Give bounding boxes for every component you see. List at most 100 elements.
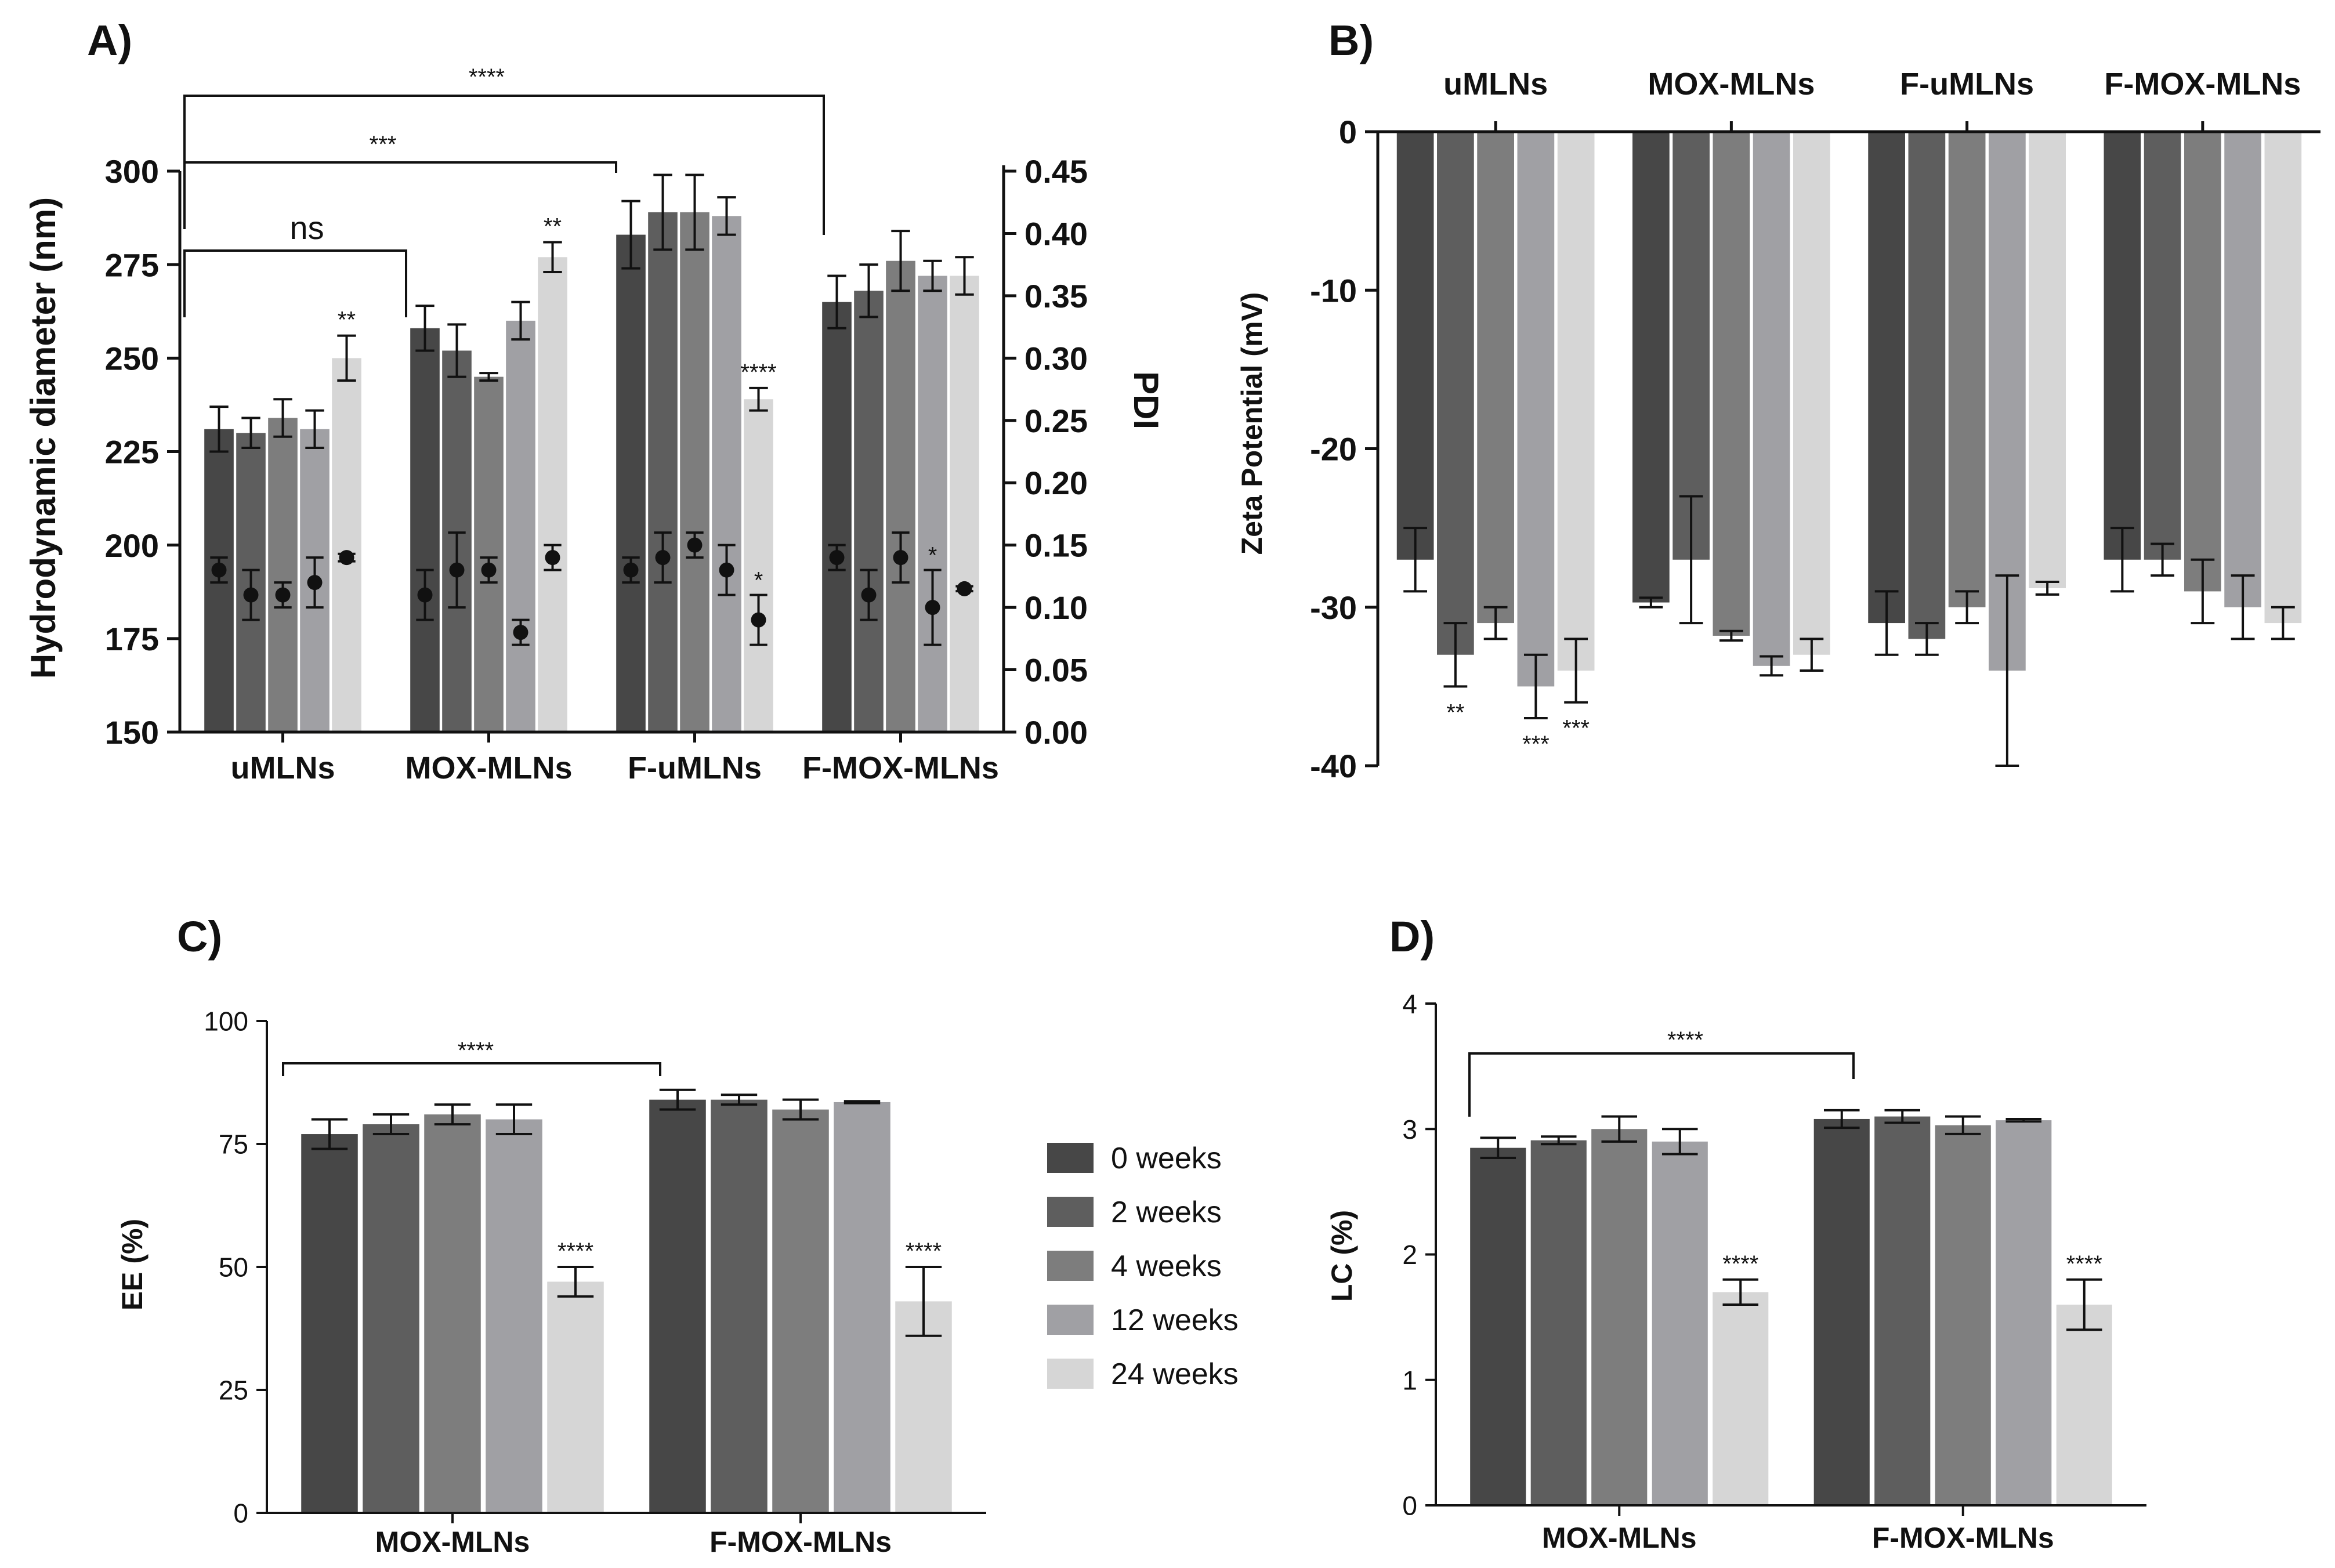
panel-a-pdi-point <box>687 537 703 553</box>
panel-a-pdi-point <box>925 600 940 615</box>
panel-b-bar <box>1672 132 1710 560</box>
panel-a-y2-tick-label: 0.35 <box>1024 278 1088 314</box>
panel-b-y-tick-label: -30 <box>1310 589 1357 626</box>
panel-b-category-label: F-uMLNs <box>1900 67 2034 102</box>
panel-a-significance-label: ** <box>338 307 356 333</box>
legend-label: 24 weeks <box>1111 1357 1239 1391</box>
panel-b-bar <box>1396 132 1434 560</box>
panel-c: C) EE (%) 0 25 50 75 100 MOX-MLNs F-MOX-MLNs **… <box>116 912 986 1558</box>
panel-b-significance-label: *** <box>1562 716 1590 741</box>
panel-a-y2-tick-label: 0.45 <box>1024 153 1088 190</box>
panel-a-bar <box>506 320 535 732</box>
panel-a-y2-tick-label: 0.05 <box>1024 652 1088 689</box>
panel-a-y-tick-label: 200 <box>105 527 159 564</box>
panel-a-bar <box>410 328 440 732</box>
panel-c-y-tick-label: 0 <box>233 1498 248 1529</box>
panel-b-bar <box>2104 132 2141 560</box>
panel-c-label: C) <box>177 912 222 961</box>
legend-swatch <box>1047 1197 1094 1227</box>
panel-a-bar <box>616 234 646 732</box>
panel-d-y-tick-label: 4 <box>1402 989 1417 1019</box>
panel-c-bar <box>363 1124 419 1513</box>
panel-a-comparison-bracket <box>183 95 825 235</box>
panel-a-comparison-label: **** <box>469 64 505 90</box>
panel-b-bar <box>2144 132 2181 560</box>
panel-a-bar <box>854 291 884 732</box>
panel-b-y-axis-title: Zeta Potential (mV) <box>1236 292 1268 555</box>
panel-b-bar <box>1557 132 1595 671</box>
legend-swatch <box>1047 1305 1094 1335</box>
panel-c-y-axis-title: EE (%) <box>116 1219 149 1310</box>
panel-d-y-axis-title: LC (%) <box>1326 1210 1358 1302</box>
panel-b-significance-label: *** <box>1522 732 1550 757</box>
legend-label: 2 weeks <box>1111 1196 1222 1229</box>
panel-a-y2-tick-label: 0.20 <box>1024 465 1088 501</box>
panel-b-bar <box>1477 132 1514 624</box>
panel-b-bar <box>1948 132 1986 607</box>
panel-a-category-label: F-MOX-MLNs <box>802 751 999 785</box>
panel-a-category-label: MOX-MLNs <box>406 751 573 785</box>
panel-b-bar <box>1908 132 1946 639</box>
panel-a-bar <box>648 212 678 732</box>
panel-a-significance-label: **** <box>740 360 776 385</box>
panel-a-pdi-point <box>861 587 877 603</box>
panel-b-bar <box>1517 132 1555 687</box>
panel-c-bar <box>711 1099 768 1513</box>
panel-b-y-tick-label: 0 <box>1339 114 1357 150</box>
panel-b-category-label: uMLNs <box>1443 67 1548 102</box>
panel-c-comparison-label: **** <box>458 1038 494 1063</box>
panel-d-significance-label: **** <box>1722 1251 1758 1277</box>
panel-a-pdi-point <box>513 625 528 640</box>
panel-a-pdi-point <box>449 562 465 578</box>
panel-a-bar <box>538 257 567 733</box>
panel-a-pdi-point <box>893 550 908 566</box>
panel-a-bar <box>950 276 979 732</box>
panel-a-pdi-point <box>211 562 227 578</box>
panel-d-bar <box>1530 1140 1587 1505</box>
panel-b-bar <box>2224 132 2261 607</box>
panel-b-bar <box>2029 132 2066 588</box>
panel-a-label: A) <box>87 16 132 64</box>
panel-a-comparison-bracket <box>183 161 617 229</box>
panel-a-pdi-point <box>719 562 734 578</box>
panel-c-y-tick-label: 50 <box>219 1252 248 1283</box>
panel-b-bar <box>1868 132 1905 624</box>
panel-a-y-tick-label: 225 <box>105 434 159 470</box>
legend: 0 weeks 2 weeks 4 weeks 12 weeks 24 weeks <box>1047 1142 1239 1391</box>
panel-c-significance-label: **** <box>557 1239 593 1264</box>
panel-d-y-tick-label: 1 <box>1402 1365 1417 1395</box>
panel-b-bar <box>1632 132 1670 603</box>
panel-a-pdi-point <box>545 550 560 566</box>
panel-b-bar <box>1437 132 1474 655</box>
panel-d-y-tick-label: 0 <box>1402 1491 1417 1521</box>
panel-d-y-tick-label: 2 <box>1402 1240 1417 1270</box>
panel-a-bar <box>918 276 947 732</box>
panel-a-pdi-point <box>275 587 291 603</box>
legend-swatch <box>1047 1143 1094 1173</box>
panel-d-bar <box>1652 1141 1708 1505</box>
panel-c-category-label: MOX-MLNs <box>375 1526 530 1558</box>
legend-label: 0 weeks <box>1111 1142 1222 1175</box>
panel-d-comparison-label: **** <box>1667 1027 1703 1053</box>
panel-b-bar <box>1713 132 1750 636</box>
panel-a-y-tick-label: 250 <box>105 340 159 376</box>
panel-c-bar <box>649 1099 706 1513</box>
panel-a-pdi-point <box>829 550 845 566</box>
panel-a: A) Hydrodynamic diameter (nm) PDI 150 175… <box>24 16 1165 785</box>
panel-b-category-label: F-MOX-MLNs <box>2104 67 2301 102</box>
panel-a-y2-tick-label: 0.30 <box>1024 340 1088 376</box>
panel-a-pdi-point <box>339 550 354 566</box>
panel-a-y-tick-label: 150 <box>105 714 159 751</box>
panel-a-pdi-point <box>481 562 497 578</box>
panel-b-bar <box>1753 132 1790 666</box>
panel-d-bar <box>2056 1305 2112 1505</box>
panel-a-y2-tick-label: 0.00 <box>1024 714 1088 751</box>
panel-a-y-tick-label: 300 <box>105 153 159 190</box>
panel-c-comparison-bracket <box>282 1062 661 1076</box>
panel-a-y2-tick-label: 0.40 <box>1024 215 1088 252</box>
panel-a-pdi-point <box>307 575 323 591</box>
panel-d-bar <box>1591 1129 1648 1505</box>
panel-a-bar <box>744 399 773 732</box>
panel-a-y2-tick-label: 0.10 <box>1024 589 1088 626</box>
